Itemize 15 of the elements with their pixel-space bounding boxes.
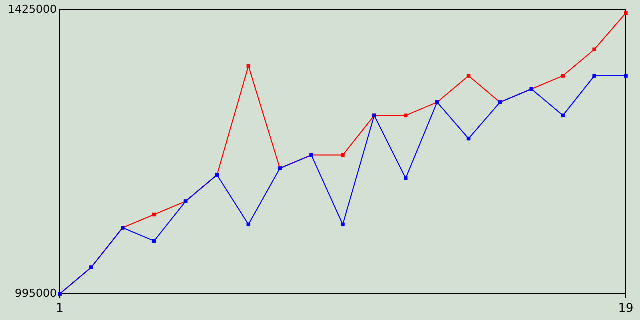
point: [341, 222, 345, 227]
point: [341, 153, 345, 158]
point: [404, 176, 408, 180]
y-tick-label: 995000: [15, 287, 57, 300]
x-tick-label: 1: [56, 301, 64, 315]
point: [592, 74, 596, 78]
x-tick-label: 19: [618, 301, 634, 315]
point: [624, 11, 628, 16]
point: [466, 74, 471, 78]
point: [404, 114, 408, 118]
y-tick-label: 1425000: [8, 3, 57, 16]
point: [624, 74, 628, 78]
point: [592, 48, 596, 52]
point: [561, 114, 565, 118]
point: [561, 74, 565, 78]
